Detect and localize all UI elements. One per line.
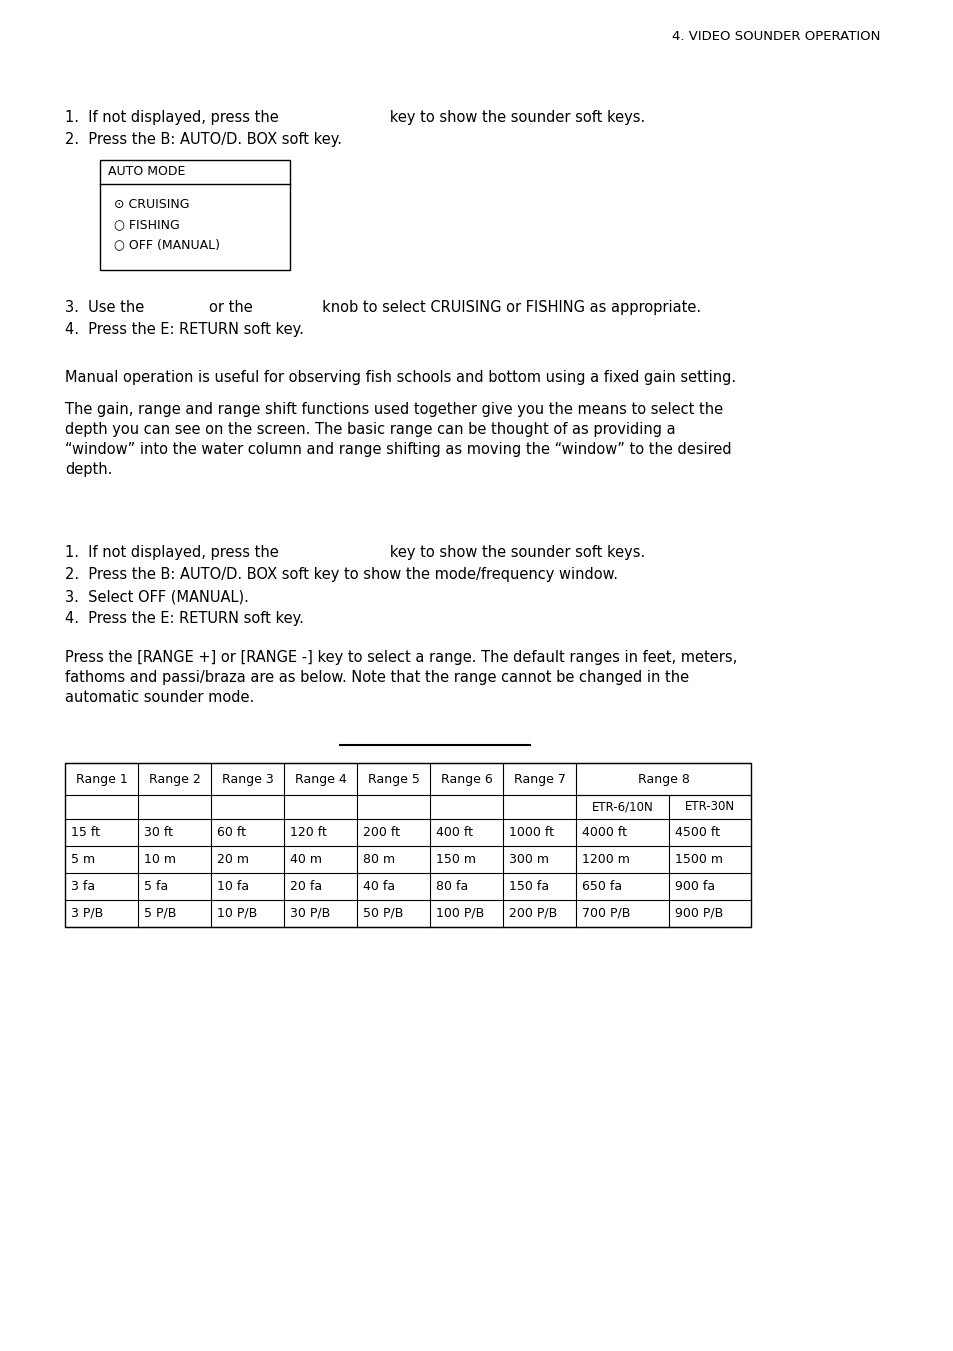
Text: 80 fa: 80 fa: [436, 880, 468, 893]
Text: 4.  Press the E: RETURN soft key.: 4. Press the E: RETURN soft key.: [65, 611, 304, 626]
Text: 50 P/B: 50 P/B: [363, 907, 403, 920]
Text: 40 m: 40 m: [290, 852, 322, 866]
Text: 20 fa: 20 fa: [290, 880, 322, 893]
Text: 20 m: 20 m: [216, 852, 249, 866]
Text: 1.  If not displayed, press the                        key to show the sounder s: 1. If not displayed, press the key to sh…: [65, 544, 644, 561]
Text: ⊙ CRUISING: ⊙ CRUISING: [113, 199, 190, 211]
Text: 150 m: 150 m: [436, 852, 476, 866]
Text: Press the [RANGE +] or [RANGE -] key to select a range. The default ranges in fe: Press the [RANGE +] or [RANGE -] key to …: [65, 650, 737, 665]
Text: 700 P/B: 700 P/B: [581, 907, 630, 920]
Text: 3 P/B: 3 P/B: [71, 907, 103, 920]
Text: 900 fa: 900 fa: [675, 880, 715, 893]
Text: 1000 ft: 1000 ft: [509, 825, 554, 839]
Text: 4000 ft: 4000 ft: [581, 825, 626, 839]
Text: Range 6: Range 6: [440, 773, 492, 785]
Text: depth.: depth.: [65, 462, 112, 477]
Text: 5 P/B: 5 P/B: [144, 907, 176, 920]
Text: 150 fa: 150 fa: [509, 880, 549, 893]
Text: 900 P/B: 900 P/B: [675, 907, 722, 920]
Text: Range 1: Range 1: [75, 773, 128, 785]
Text: depth you can see on the screen. The basic range can be thought of as providing : depth you can see on the screen. The bas…: [65, 422, 675, 436]
Text: 1500 m: 1500 m: [675, 852, 722, 866]
Text: 15 ft: 15 ft: [71, 825, 100, 839]
Text: 200 ft: 200 ft: [363, 825, 399, 839]
Bar: [100, 159, 290, 270]
Text: Range 3: Range 3: [221, 773, 274, 785]
Text: 60 ft: 60 ft: [216, 825, 246, 839]
Text: 1.  If not displayed, press the                        key to show the sounder s: 1. If not displayed, press the key to sh…: [65, 109, 644, 126]
Text: 3.  Use the              or the               knob to select CRUISING or FISHING: 3. Use the or the knob to select CRUISIN…: [65, 300, 700, 315]
Text: The gain, range and range shift functions used together give you the means to se: The gain, range and range shift function…: [65, 403, 722, 417]
Bar: [65, 763, 750, 927]
Text: Range 2: Range 2: [149, 773, 200, 785]
Text: 400 ft: 400 ft: [436, 825, 473, 839]
Text: 10 m: 10 m: [144, 852, 175, 866]
Text: ETR-30N: ETR-30N: [684, 801, 735, 813]
Text: 1200 m: 1200 m: [581, 852, 629, 866]
Text: “window” into the water column and range shifting as moving the “window” to the : “window” into the water column and range…: [65, 442, 731, 457]
Text: 30 ft: 30 ft: [144, 825, 172, 839]
Text: Range 8: Range 8: [637, 773, 689, 785]
Text: 80 m: 80 m: [363, 852, 395, 866]
Text: 10 P/B: 10 P/B: [216, 907, 257, 920]
Text: 5 fa: 5 fa: [144, 880, 168, 893]
Text: Manual operation is useful for observing fish schools and bottom using a fixed g: Manual operation is useful for observing…: [65, 370, 736, 385]
Text: 120 ft: 120 ft: [290, 825, 327, 839]
Text: 4. VIDEO SOUNDER OPERATION: 4. VIDEO SOUNDER OPERATION: [671, 30, 879, 43]
Text: 40 fa: 40 fa: [363, 880, 395, 893]
Text: 30 P/B: 30 P/B: [290, 907, 330, 920]
Text: 4500 ft: 4500 ft: [675, 825, 720, 839]
Text: 200 P/B: 200 P/B: [509, 907, 557, 920]
Text: 4.  Press the E: RETURN soft key.: 4. Press the E: RETURN soft key.: [65, 322, 304, 336]
Text: 650 fa: 650 fa: [581, 880, 621, 893]
Text: automatic sounder mode.: automatic sounder mode.: [65, 690, 254, 705]
Text: ○ OFF (MANUAL): ○ OFF (MANUAL): [113, 238, 220, 251]
Text: fathoms and passi/braza are as below. Note that the range cannot be changed in t: fathoms and passi/braza are as below. No…: [65, 670, 688, 685]
Text: 3 fa: 3 fa: [71, 880, 95, 893]
Text: Range 7: Range 7: [513, 773, 565, 785]
Text: Range 5: Range 5: [367, 773, 419, 785]
Text: ETR-6/10N: ETR-6/10N: [591, 801, 653, 813]
Text: 10 fa: 10 fa: [216, 880, 249, 893]
Text: 3.  Select OFF (MANUAL).: 3. Select OFF (MANUAL).: [65, 589, 249, 604]
Text: 5 m: 5 m: [71, 852, 95, 866]
Text: 300 m: 300 m: [509, 852, 548, 866]
Text: ○ FISHING: ○ FISHING: [113, 218, 179, 231]
Text: AUTO MODE: AUTO MODE: [108, 165, 185, 178]
Text: 2.  Press the B: AUTO/D. BOX soft key to show the mode/frequency window.: 2. Press the B: AUTO/D. BOX soft key to …: [65, 567, 618, 582]
Text: 2.  Press the B: AUTO/D. BOX soft key.: 2. Press the B: AUTO/D. BOX soft key.: [65, 132, 341, 147]
Text: 100 P/B: 100 P/B: [436, 907, 484, 920]
Text: Range 4: Range 4: [294, 773, 346, 785]
